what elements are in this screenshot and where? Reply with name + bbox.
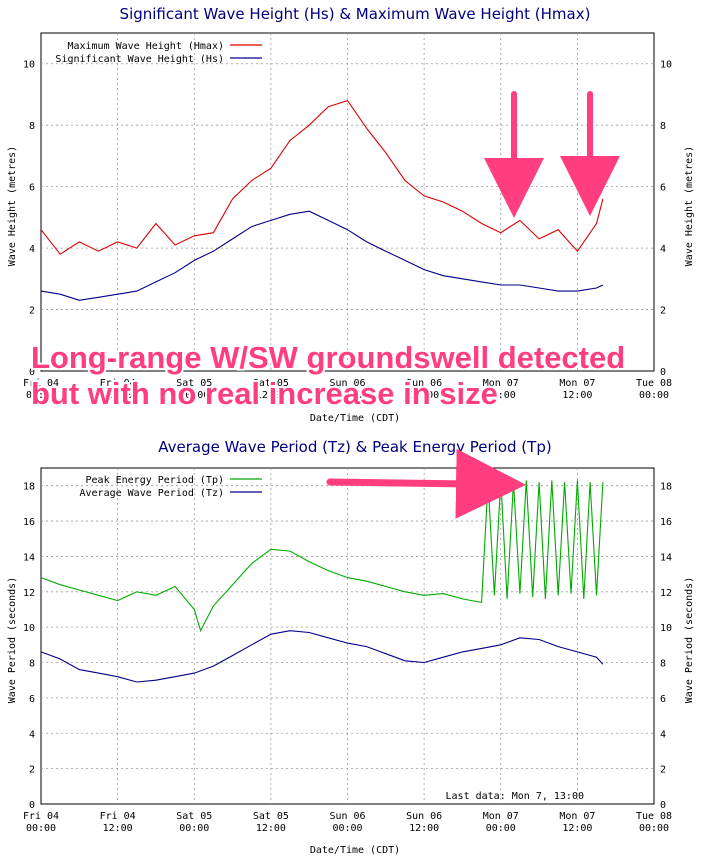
chart2-ytick-left: 4	[29, 729, 35, 740]
chart1-xtick-time: 00:00	[332, 390, 362, 401]
chart1-xtick-day: Mon 07	[559, 378, 595, 389]
chart2-ytick-right: 14	[660, 552, 672, 563]
chart2-xtick-time: 00:00	[639, 823, 669, 834]
chart1-ytick-right: 6	[660, 183, 666, 194]
chart1-ytick-left: 2	[29, 306, 35, 317]
chart2-xtick-day: Sat 05	[176, 811, 212, 822]
chart1-title: Significant Wave Height (Hs) & Maximum W…	[120, 5, 591, 23]
chart1-xtick-time: 12:00	[256, 390, 286, 401]
annotation-line-1: Long-range W/SW groundswell detected	[31, 340, 625, 375]
chart2-xtick-time: 00:00	[26, 823, 56, 834]
chart1-xtick-time: 12:00	[409, 390, 439, 401]
chart2-ytick-left: 10	[23, 623, 35, 634]
chart2-series-line-1	[40, 630, 604, 683]
chart1-xtick-day: Tue 08	[636, 378, 672, 389]
chart2-legend-label-1: Average Wave Period (Tz)	[80, 488, 225, 499]
chart2-ytick-left: 16	[23, 517, 35, 528]
chart1-xtick-time: 12:00	[562, 390, 592, 401]
chart2-title: Average Wave Period (Tz) & Peak Energy P…	[158, 438, 551, 456]
wave-period-chart: Average Wave Period (Tz) & Peak Energy P…	[7, 438, 695, 856]
last-data-note: Last data: Mon 7, 13:00	[446, 791, 584, 802]
chart2-xtick-day: Sat 05	[253, 811, 289, 822]
chart2-ytick-right: 6	[660, 694, 666, 705]
chart1-xtick-time: 00:00	[486, 390, 516, 401]
chart1-series-line-0	[40, 99, 604, 255]
chart2-ytick-right: 12	[660, 588, 672, 599]
chart1-ytick-left: 6	[29, 183, 35, 194]
arrow-right	[326, 448, 526, 519]
chart2-ylabel-left: Wave Period (seconds)	[7, 577, 18, 703]
chart2-xtick-day: Mon 07	[483, 811, 519, 822]
chart2-xtick-time: 00:00	[179, 823, 209, 834]
chart2-xtick-time: 12:00	[103, 823, 133, 834]
chart2-xtick-day: Fri 04	[23, 811, 59, 822]
chart1-xlabel: Date/Time (CDT)	[310, 413, 400, 424]
chart1-xtick-day: Fri 04	[23, 378, 59, 389]
wave-height-chart: Significant Wave Height (Hs) & Maximum W…	[7, 5, 695, 424]
chart1-xtick-day: Sat 05	[176, 378, 212, 389]
chart1-ytick-left: 0	[29, 367, 35, 378]
chart1-ytick-right: 2	[660, 306, 666, 317]
annotation-line-2: but with no real increase in size	[31, 376, 498, 411]
chart1-ytick-right: 10	[660, 60, 672, 71]
chart2-xtick-time: 00:00	[332, 823, 362, 834]
chart1-ylabel-right: Wave Height (metres)	[684, 146, 695, 266]
chart2-xtick-time: 00:00	[486, 823, 516, 834]
chart1-xtick-day: Sun 06	[329, 378, 365, 389]
chart1-ytick-right: 8	[660, 121, 666, 132]
chart2-ytick-right: 16	[660, 517, 672, 528]
chart2-ytick-left: 6	[29, 694, 35, 705]
chart1-ytick-right: 0	[660, 367, 666, 378]
chart1-xtick-day: Sat 05	[253, 378, 289, 389]
chart1-legend-label-0: Maximum Wave Height (Hmax)	[67, 41, 224, 52]
annotation-overlay: Long-range W/SW groundswell detected but…	[29, 91, 627, 519]
chart1-ytick-right: 4	[660, 244, 666, 255]
chart2-ytick-left: 12	[23, 588, 35, 599]
chart2-ytick-left: 0	[29, 800, 35, 811]
chart2-series-line-0	[40, 480, 604, 633]
chart2-ylabel-right: Wave Period (seconds)	[684, 577, 695, 703]
chart1-ytick-left: 8	[29, 121, 35, 132]
chart2-ytick-left: 14	[23, 552, 35, 563]
chart2-ytick-right: 0	[660, 800, 666, 811]
chart1-ylabel-left: Wave Height (metres)	[7, 146, 18, 266]
chart1-series-line-1	[40, 210, 604, 301]
chart2-ytick-left: 18	[23, 482, 35, 493]
chart1-xtick-day: Sun 06	[406, 378, 442, 389]
chart1-xtick-time: 12:00	[103, 390, 133, 401]
chart2-ytick-right: 10	[660, 623, 672, 634]
chart1-xtick-time: 00:00	[639, 390, 669, 401]
chart2-ytick-right: 8	[660, 659, 666, 670]
chart2-xtick-day: Sun 06	[329, 811, 365, 822]
chart2-ytick-right: 4	[660, 729, 666, 740]
chart2-ytick-left: 2	[29, 765, 35, 776]
chart1-xtick-day: Mon 07	[483, 378, 519, 389]
chart2-ytick-right: 2	[660, 765, 666, 776]
chart1-xtick-time: 00:00	[179, 390, 209, 401]
chart1-legend-label-1: Significant Wave Height (Hs)	[55, 54, 224, 65]
chart2-xtick-day: Mon 07	[559, 811, 595, 822]
chart2-ytick-left: 8	[29, 659, 35, 670]
chart2-xtick-day: Fri 04	[100, 811, 136, 822]
chart2-xtick-time: 12:00	[562, 823, 592, 834]
chart1-xtick-time: 00:00	[26, 390, 56, 401]
chart1-ytick-left: 4	[29, 244, 35, 255]
chart1-ytick-left: 10	[23, 60, 35, 71]
chart2-xtick-day: Tue 08	[636, 811, 672, 822]
chart1-xtick-day: Fri 04	[100, 378, 136, 389]
chart2-xlabel: Date/Time (CDT)	[310, 845, 400, 856]
chart2-xtick-time: 12:00	[256, 823, 286, 834]
chart2-xtick-day: Sun 06	[406, 811, 442, 822]
chart2-xtick-time: 12:00	[409, 823, 439, 834]
chart2-ytick-right: 18	[660, 482, 672, 493]
chart2-legend-label-0: Peak Energy Period (Tp)	[86, 475, 224, 486]
